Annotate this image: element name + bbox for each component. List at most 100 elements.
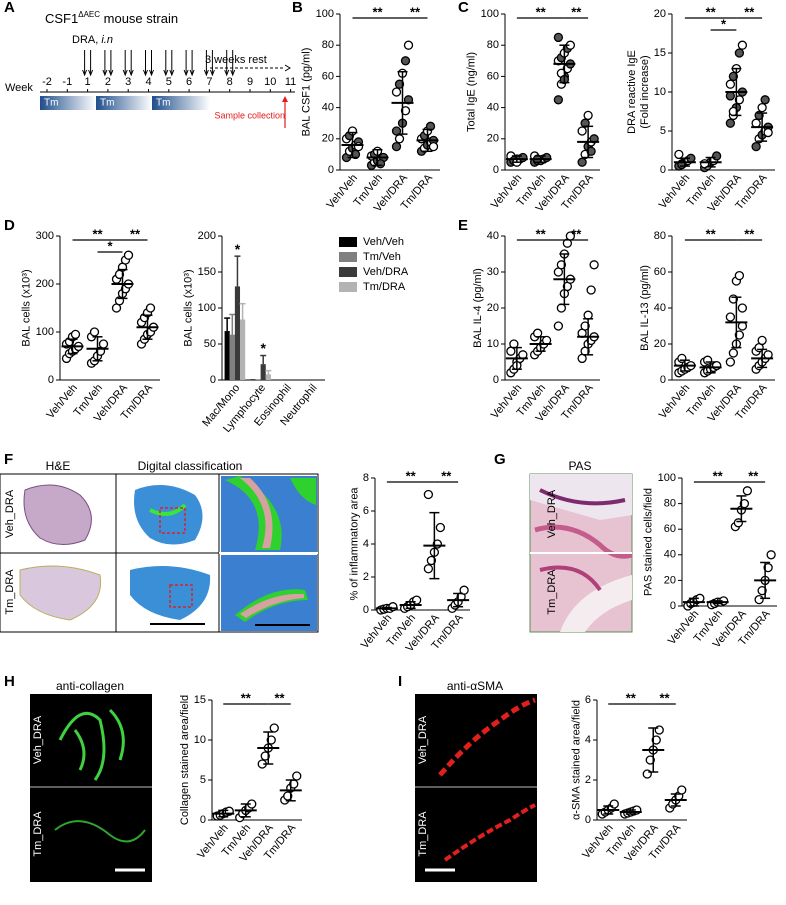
- y-tick-label: 80: [664, 498, 676, 510]
- data-point: [89, 327, 100, 337]
- data-point: [577, 126, 587, 136]
- y-tick-label: 100: [198, 302, 216, 314]
- bar: [255, 379, 261, 380]
- y-tick-label: 0: [585, 814, 591, 826]
- dose-arrowhead: [143, 69, 148, 77]
- data-point: [553, 32, 564, 43]
- y-axis-label: (Fold increase): [639, 55, 651, 128]
- data-point: [435, 522, 446, 533]
- significance-label: **: [571, 4, 582, 19]
- data-point: [403, 40, 414, 50]
- y-tick-label: 10: [487, 338, 499, 350]
- week-tick-label: 2: [105, 76, 111, 88]
- data-point: [459, 585, 469, 595]
- panel-letter: C: [458, 0, 469, 16]
- y-tick-label: 10: [654, 86, 666, 98]
- significance-label: **: [92, 226, 103, 241]
- panel-letter: B: [292, 0, 303, 16]
- dose-arrowhead: [108, 69, 114, 77]
- data-point: [737, 303, 748, 313]
- y-tick-label: 150: [198, 266, 216, 278]
- treatment-label: DRA, i.n: [72, 34, 113, 46]
- legend-swatch: [339, 252, 357, 262]
- data-point: [283, 791, 293, 801]
- y-tick-label: 10: [194, 734, 206, 746]
- tm-label: Tm: [100, 98, 114, 109]
- data-point: [737, 40, 748, 50]
- data-point: [754, 594, 764, 605]
- significance-label: **: [626, 690, 637, 705]
- significance-label: **: [706, 226, 717, 241]
- y-tick-label: 300: [36, 230, 54, 242]
- data-point: [541, 152, 552, 163]
- significance-label: **: [410, 4, 421, 19]
- week-tick-label: 8: [227, 76, 233, 88]
- y-axis-label: Total IgE (ng/ml): [465, 52, 477, 132]
- data-point: [509, 339, 519, 349]
- annotation: *: [235, 241, 241, 257]
- y-tick-label: 60: [322, 70, 334, 82]
- y-tick-label: 20: [487, 133, 499, 145]
- y-axis-label: BAL CSF1 (pg/ml): [300, 48, 312, 137]
- title-rest: mouse strain: [100, 11, 178, 26]
- week-tick-label: 9: [247, 76, 253, 88]
- y-tick-label: 60: [664, 523, 676, 535]
- legend-swatch: [339, 267, 357, 277]
- bar: [229, 334, 235, 380]
- y-axis-label: PAS stained cells/field: [642, 488, 654, 596]
- y-tick-label: 20: [487, 302, 499, 314]
- row-label: Tm_DRA: [32, 811, 44, 857]
- tm-bar: [40, 96, 96, 110]
- y-tick-label: 20: [322, 133, 334, 145]
- dose-arrowhead: [122, 69, 128, 77]
- rest-arrowhead: [284, 64, 291, 72]
- he-tissue: [19, 565, 102, 621]
- significance-label: **: [713, 468, 724, 483]
- significance-label: **: [748, 468, 759, 483]
- y-tick-label: 6: [585, 694, 591, 706]
- data-point: [266, 735, 276, 745]
- panel-letter: I: [398, 673, 402, 690]
- timeline: CSF1ΔAEC mouse strain DRA, i.n 3 weeks r…: [5, 10, 295, 128]
- data-point: [609, 799, 619, 809]
- bar: [260, 364, 266, 380]
- legend-label: Tm/DRA: [363, 281, 406, 293]
- data-point: [556, 303, 567, 313]
- data-point: [426, 555, 437, 566]
- significance-label: **: [659, 690, 670, 705]
- y-tick-label: 40: [664, 549, 676, 561]
- tm-bar: [96, 96, 152, 110]
- y-tick-label: 40: [487, 230, 499, 242]
- y-tick-label: 0: [363, 604, 369, 616]
- data-point: [728, 71, 739, 82]
- data-point: [763, 562, 773, 573]
- title-sup: ΔAEC: [78, 10, 100, 19]
- data-point: [757, 585, 767, 596]
- data-point: [725, 118, 736, 128]
- significance-label: **: [130, 226, 141, 241]
- dose-arrowhead: [128, 69, 134, 77]
- week-tick-label: 4: [145, 76, 151, 88]
- data-point: [394, 79, 405, 89]
- data-point: [553, 95, 564, 105]
- y-axis-label: DRA reactive IgE: [626, 50, 638, 134]
- title-main: CSF1: [45, 11, 78, 26]
- data-point: [711, 151, 722, 161]
- y-tick-label: 0: [670, 600, 676, 612]
- x-tick-label: Veh/Veh: [324, 172, 360, 211]
- tm-label: Tm: [156, 98, 170, 109]
- data-point: [739, 498, 750, 509]
- data-point: [751, 118, 761, 128]
- data-point: [391, 87, 402, 97]
- y-tick-label: 2: [363, 571, 369, 583]
- data-point: [586, 285, 596, 295]
- dose-arrowhead: [169, 69, 175, 77]
- y-tick-label: 100: [481, 8, 499, 20]
- data-point: [677, 785, 687, 795]
- y-tick-label: 6: [363, 505, 369, 517]
- data-point: [423, 489, 434, 500]
- data-point: [583, 110, 593, 121]
- y-tick-label: 0: [200, 814, 206, 826]
- dose-arrowhead: [189, 69, 195, 77]
- data-point: [760, 95, 770, 105]
